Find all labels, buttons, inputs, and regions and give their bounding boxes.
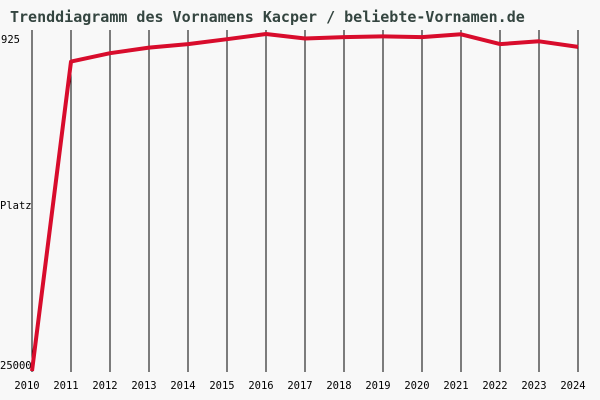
chart-title: Trenddiagramm des Vornamens Kacper / bel… [10, 8, 525, 26]
y-axis-bottom-tick-label: 25000 [0, 360, 32, 372]
x-tick-label: 2018 [326, 380, 351, 392]
x-tick-label: 2021 [443, 380, 468, 392]
x-tick-label: 2020 [404, 380, 429, 392]
x-tick-label: 2012 [92, 380, 117, 392]
x-tick-label: 2014 [170, 380, 195, 392]
x-tick-label: 2010 [14, 380, 39, 392]
x-tick-label: 2024 [560, 380, 585, 392]
trend-line [30, 32, 579, 372]
x-tick-label: 2015 [209, 380, 234, 392]
x-tick-label: 2019 [365, 380, 390, 392]
y-axis-top-tick-label: 925 [1, 34, 20, 46]
x-tick-label: 2013 [131, 380, 156, 392]
x-tick-label: 2023 [521, 380, 546, 392]
y-axis-title: Platz [0, 200, 32, 212]
x-tick-label: 2016 [248, 380, 273, 392]
x-tick-label: 2011 [53, 380, 78, 392]
x-tick-label: 2022 [482, 380, 507, 392]
x-tick-label: 2017 [287, 380, 312, 392]
